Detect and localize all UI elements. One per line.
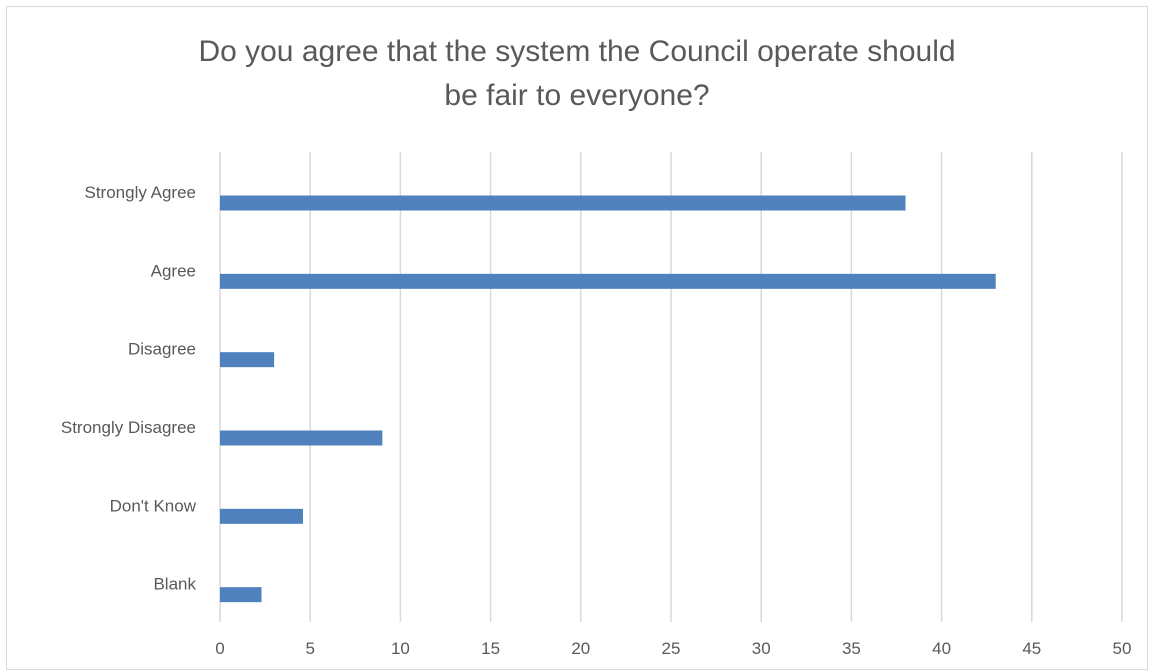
x-tick-label: 10 (391, 639, 410, 658)
x-tick-label: 5 (305, 639, 314, 658)
bar (220, 430, 383, 446)
category-label: Strongly Disagree (61, 418, 196, 437)
bar (220, 273, 996, 289)
x-tick-label: 45 (1022, 639, 1041, 658)
x-tick-label: 15 (481, 639, 500, 658)
category-label: Strongly Agree (84, 183, 196, 202)
bar (220, 352, 275, 368)
category-label: Agree (151, 261, 196, 280)
x-tick-label: 30 (752, 639, 771, 658)
x-tick-label: 40 (932, 639, 951, 658)
category-label: Don't Know (110, 496, 197, 515)
chart-title: Do you agree that the system the Council… (198, 35, 956, 112)
x-tick-label: 25 (662, 639, 681, 658)
x-tick-label: 0 (215, 639, 224, 658)
bar (220, 587, 262, 603)
bar (220, 508, 303, 524)
x-tick-label: 35 (842, 639, 861, 658)
x-tick-label: 50 (1113, 639, 1132, 658)
category-label: Disagree (128, 340, 196, 359)
x-tick-label: 20 (571, 639, 590, 658)
category-label: Blank (153, 575, 196, 594)
bar (220, 195, 906, 211)
chart-frame (6, 6, 1148, 670)
